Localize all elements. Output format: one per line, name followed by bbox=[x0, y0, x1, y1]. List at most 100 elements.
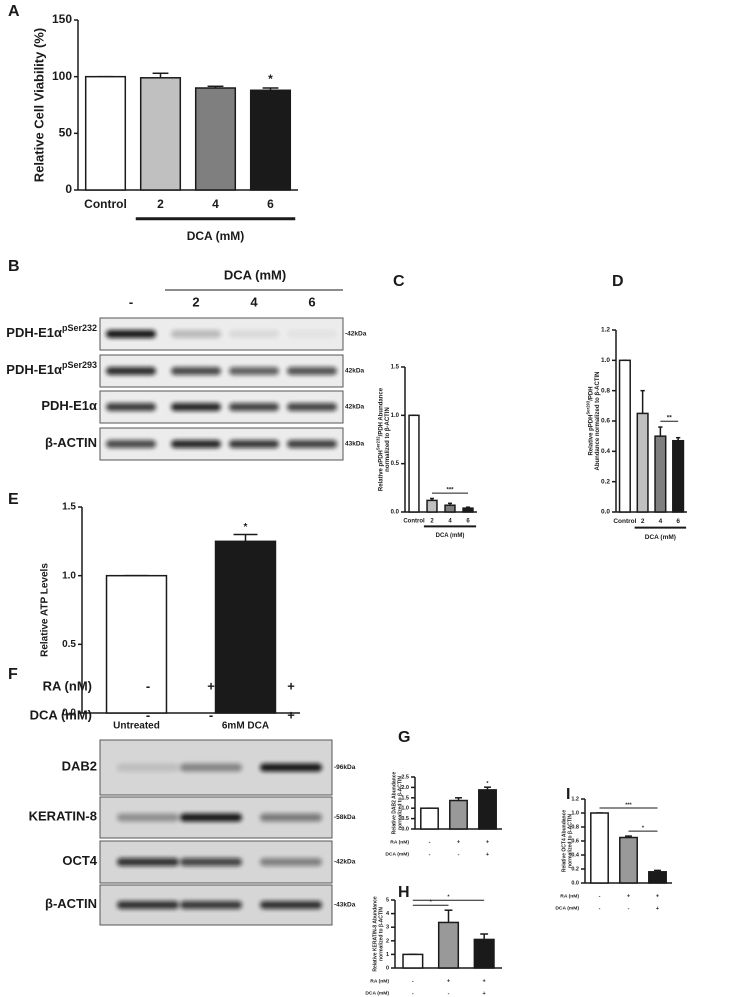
blot-band bbox=[260, 901, 322, 909]
condition-mark: + bbox=[483, 979, 486, 985]
blot-band bbox=[287, 330, 337, 338]
group-label: DCA (mM) bbox=[436, 533, 465, 539]
y-tick-label: 0 bbox=[65, 182, 72, 196]
bar bbox=[408, 414, 420, 513]
treatment-label: DCA (mM) bbox=[224, 267, 286, 282]
significance: * bbox=[430, 900, 433, 906]
y-axis-label: normalized to β-ACTIN bbox=[567, 814, 573, 868]
y-axis-label: Relative Cell Viability (%) bbox=[31, 28, 46, 182]
bar bbox=[619, 836, 638, 884]
significance: *** bbox=[625, 802, 632, 808]
y-axis-label: normalized to β-ACTIN bbox=[397, 776, 403, 830]
y-tick-label: 1.5 bbox=[391, 365, 400, 371]
x-tick-label: Control bbox=[403, 519, 425, 525]
blot-row-label-text: KERATIN-8 bbox=[29, 809, 97, 824]
bar bbox=[473, 938, 495, 969]
bar bbox=[214, 540, 277, 714]
blot-band bbox=[229, 367, 279, 375]
x-tick-label: 6mM DCA bbox=[222, 721, 269, 732]
condition-mark: + bbox=[656, 894, 659, 900]
blot-band bbox=[117, 901, 179, 909]
y-tick-label: 4 bbox=[386, 911, 390, 917]
panel-letter: B bbox=[8, 258, 20, 275]
blot-band bbox=[117, 763, 179, 772]
y-axis-label: Relative KERATIN-8 Abundance bbox=[372, 896, 378, 972]
y-axis-label-part: Relative pPDH bbox=[378, 450, 384, 491]
y-tick-label: 5 bbox=[386, 897, 389, 903]
y-axis-label: Relative pPDHSer293/PDH bbox=[585, 386, 594, 455]
blot-row-label-sup: pSer232 bbox=[62, 323, 97, 333]
x-tick-label: Control bbox=[84, 197, 127, 211]
blot-size: -96kDa bbox=[334, 764, 356, 771]
y-axis-label: Relative ATP Levels bbox=[40, 563, 51, 657]
x-tick-label: 4 bbox=[448, 519, 452, 525]
condition-mark: - bbox=[429, 852, 431, 858]
blot-row-label-sup: pSer293 bbox=[62, 360, 97, 370]
y-tick-label: 1.0 bbox=[601, 357, 610, 364]
y-axis-label-sup: Ser293 bbox=[585, 400, 590, 414]
panel-letter: A bbox=[8, 3, 20, 20]
y-tick-label: 1.5 bbox=[401, 795, 409, 801]
bar bbox=[84, 75, 127, 191]
condition-mark: - bbox=[209, 707, 213, 722]
y-tick-label: 0.0 bbox=[391, 510, 400, 516]
condition-mark: + bbox=[486, 840, 489, 846]
lane-label: 4 bbox=[250, 294, 258, 309]
group-label: DCA (mM) bbox=[645, 534, 676, 541]
significance: * bbox=[642, 826, 645, 832]
condition-mark: - bbox=[146, 707, 150, 722]
y-tick-label: 0.0 bbox=[62, 708, 76, 719]
y-tick-label: 1.2 bbox=[601, 327, 610, 334]
y-axis-label: Relative DAB2 Abundance bbox=[391, 771, 397, 834]
significance: *** bbox=[446, 487, 454, 493]
panel-letter: D bbox=[612, 273, 624, 290]
condition-mark: + bbox=[656, 906, 659, 912]
y-tick-label: 0.6 bbox=[601, 418, 610, 425]
bar bbox=[420, 807, 439, 830]
y-axis-label: Relative pPDHSer232/PDH Abundance bbox=[375, 387, 384, 491]
condition-label: RA (nM) bbox=[370, 979, 389, 985]
y-tick-label: 0.5 bbox=[401, 816, 409, 822]
blot-row-label: β-ACTIN bbox=[45, 896, 97, 911]
y-tick-label: 1.0 bbox=[62, 570, 76, 581]
y-tick-label: 0.8 bbox=[601, 387, 610, 394]
condition-mark: + bbox=[483, 991, 486, 997]
blot-band bbox=[287, 403, 337, 411]
x-tick-label: 2 bbox=[430, 519, 434, 525]
panel-letter: I bbox=[566, 786, 570, 803]
blot-row-label: KERATIN-8 bbox=[29, 809, 97, 824]
blot-band bbox=[171, 403, 221, 411]
condition-mark: - bbox=[599, 906, 601, 912]
blot-row-label-text: OCT4 bbox=[62, 853, 97, 868]
significance: * bbox=[447, 895, 450, 901]
condition-label: RA (nM) bbox=[390, 840, 409, 846]
condition-mark: - bbox=[458, 852, 460, 858]
bar bbox=[462, 507, 474, 513]
condition-mark: + bbox=[287, 707, 295, 722]
blot-row-label: β-ACTIN bbox=[45, 435, 97, 450]
y-tick-label: 1.0 bbox=[401, 806, 409, 812]
bar bbox=[672, 439, 685, 513]
x-tick-label: 6 bbox=[676, 518, 680, 525]
y-tick-label: 0.2 bbox=[571, 866, 579, 872]
lane-label: 2 bbox=[192, 294, 199, 309]
condition-mark: + bbox=[457, 840, 460, 846]
blot-band bbox=[260, 858, 322, 866]
blot-band bbox=[229, 403, 279, 411]
y-tick-label: 0.0 bbox=[571, 880, 579, 886]
blot-row-label: PDH-E1αpSer232 bbox=[6, 323, 97, 340]
y-tick-label: 1 bbox=[386, 952, 389, 958]
panel-letter: F bbox=[8, 666, 18, 683]
bar bbox=[437, 921, 460, 969]
blot-band bbox=[260, 763, 322, 772]
y-tick-label: 2.5 bbox=[401, 774, 409, 780]
blot-row-label-text: PDH-E1α bbox=[41, 398, 97, 413]
y-tick-label: 0.4 bbox=[571, 852, 580, 858]
blot-band bbox=[180, 901, 242, 909]
condition-label: DCA (mM) bbox=[555, 906, 579, 912]
bar bbox=[636, 412, 649, 513]
condition-label: DCA (mM) bbox=[385, 852, 409, 858]
blot-band bbox=[117, 813, 179, 822]
significance: * bbox=[268, 72, 273, 86]
